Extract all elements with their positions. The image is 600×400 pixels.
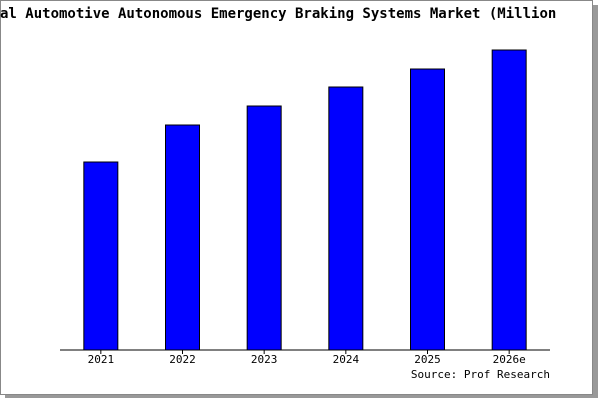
x-tick-label: 2021	[88, 353, 115, 366]
x-tick-label: 2024	[333, 353, 360, 366]
bar	[83, 161, 119, 351]
bar	[491, 49, 527, 351]
chart-title: al Automotive Autonomous Emergency Braki…	[0, 6, 556, 22]
bar	[246, 105, 282, 351]
x-tick-label: 2022	[169, 353, 196, 366]
bar	[165, 124, 200, 351]
x-tick-label: 2026e	[493, 353, 526, 366]
bar	[328, 86, 364, 351]
x-tick-label: 2025	[414, 353, 441, 366]
source: Source: Prof Research	[411, 368, 550, 381]
x-tick-label: 2023	[251, 353, 278, 366]
bar	[410, 68, 445, 351]
